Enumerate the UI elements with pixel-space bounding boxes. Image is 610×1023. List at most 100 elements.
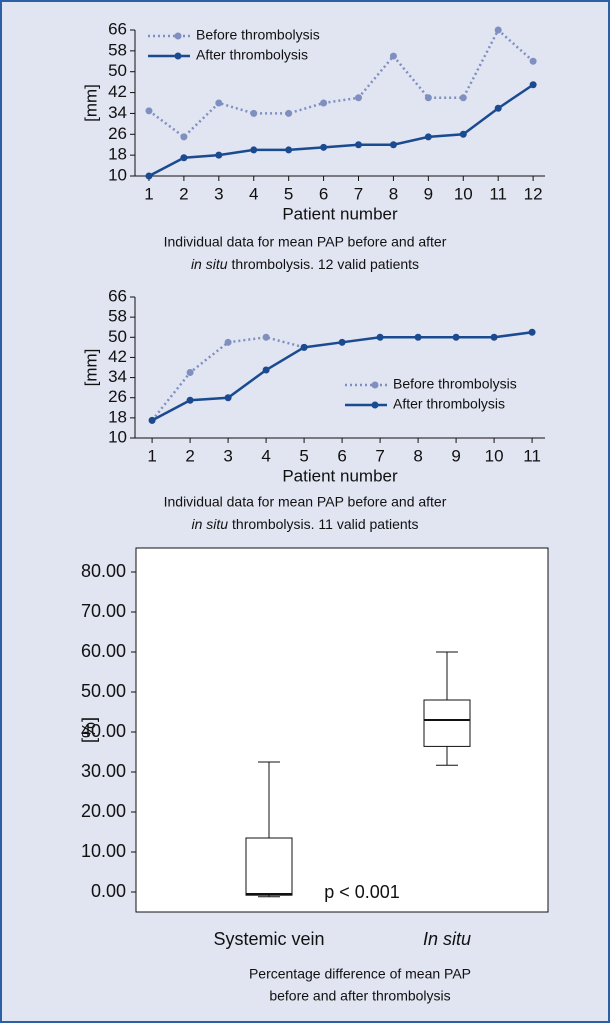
data-point	[320, 99, 328, 107]
data-point	[320, 143, 328, 151]
y-tick-label: 34	[108, 367, 127, 386]
legend-label: Before thrombolysis	[393, 376, 517, 392]
data-point	[338, 338, 346, 346]
series-line	[148, 27, 534, 139]
legend-marker	[371, 401, 379, 409]
x-tick-label: 3	[223, 446, 232, 465]
y-tick-label: 50	[108, 61, 127, 80]
y-tick-label: 20.00	[81, 801, 126, 821]
y-tick-label: 10	[108, 427, 127, 446]
data-point	[285, 109, 293, 117]
x-tick-label: 6	[319, 184, 328, 203]
data-point	[148, 416, 156, 424]
y-tick-label: 18	[108, 145, 127, 164]
data-point	[186, 396, 194, 404]
y-tick-label: 58	[108, 307, 127, 326]
y-tick-label: 58	[108, 40, 127, 59]
caption-line: in situ thrombolysis. 11 valid patients	[191, 516, 418, 532]
y-tick-label: 0.00	[91, 881, 126, 901]
data-point	[424, 94, 432, 102]
caption-italic: in situ	[191, 516, 228, 532]
y-axis-label: [%]	[79, 717, 99, 743]
y-tick-label: 10.00	[81, 841, 126, 861]
data-point	[224, 338, 232, 346]
caption-italic: in situ	[191, 256, 228, 272]
data-point	[459, 94, 467, 102]
data-point	[459, 130, 467, 138]
chart-title: Percentage difference of mean PAP	[249, 966, 471, 982]
x-axis-label: Patient number	[282, 204, 398, 223]
data-point	[529, 81, 537, 89]
x-tick-label: 2	[179, 184, 188, 203]
y-tick-label: 30.00	[81, 761, 126, 781]
x-tick-label: 5	[299, 446, 308, 465]
caption-text: thrombolysis. 12 valid patients	[232, 256, 420, 272]
series-line	[151, 336, 305, 422]
legend-label: After thrombolysis	[196, 47, 308, 63]
x-tick-label: 9	[451, 446, 460, 465]
data-point	[262, 333, 270, 341]
x-tick-label: 9	[424, 184, 433, 203]
legend-label: Before thrombolysis	[196, 27, 320, 43]
x-tick-label: 6	[337, 446, 346, 465]
y-tick-label: 50.00	[81, 681, 126, 701]
x-tick-label: 12	[524, 184, 543, 203]
box	[423, 699, 471, 747]
annotation: p < 0.001	[324, 882, 400, 902]
y-tick-label: 26	[108, 124, 127, 143]
data-point	[355, 94, 363, 102]
y-tick-label: 34	[108, 103, 127, 122]
data-point	[180, 154, 188, 162]
data-point	[355, 141, 363, 149]
y-tick-label: 10	[108, 165, 127, 184]
y-tick-label: 26	[108, 387, 127, 406]
x-tick-label: 3	[214, 184, 223, 203]
y-tick-label: 40.00	[81, 721, 126, 741]
data-point	[452, 333, 460, 341]
x-tick-label: 8	[389, 184, 398, 203]
y-tick-label: 70.00	[81, 601, 126, 621]
x-tick-label: 10	[454, 184, 473, 203]
legend-marker	[174, 52, 182, 60]
x-tick-label: Systemic vein	[213, 929, 324, 949]
x-tick-label: 5	[284, 184, 293, 203]
x-tick-label: 7	[375, 446, 384, 465]
x-tick-label: 11	[523, 446, 541, 465]
data-point	[215, 99, 223, 107]
y-axis-label: [mm]	[81, 349, 100, 387]
x-tick-label: 7	[354, 184, 363, 203]
y-tick-label: 60.00	[81, 641, 126, 661]
x-tick-label: 4	[249, 184, 258, 203]
data-point	[490, 333, 498, 341]
data-point	[414, 333, 422, 341]
data-point	[180, 133, 188, 141]
series-line	[148, 83, 534, 178]
caption-line: in situ thrombolysis. 12 valid patients	[191, 256, 419, 272]
caption-text: thrombolysis. 11 valid patients	[232, 516, 419, 532]
y-tick-label: 42	[108, 347, 127, 366]
chart-title: before and after thrombolysis	[269, 988, 450, 1004]
data-point	[250, 109, 258, 117]
y-axis-label: [mm]	[81, 84, 100, 122]
y-tick-label: 66	[108, 19, 127, 38]
x-tick-label: 1	[144, 184, 153, 203]
data-point	[424, 133, 432, 141]
x-tick-label: 1	[147, 446, 156, 465]
x-tick-label: 2	[185, 446, 194, 465]
data-point	[494, 104, 502, 112]
data-point	[529, 57, 537, 65]
x-axis-label: Patient number	[282, 466, 398, 485]
data-point	[250, 146, 258, 154]
data-point	[262, 366, 270, 374]
y-tick-label: 50	[108, 327, 127, 346]
data-point	[145, 107, 153, 115]
legend-label: After thrombolysis	[393, 396, 505, 412]
legend-marker	[174, 32, 182, 40]
legend-marker	[371, 381, 379, 389]
data-point	[186, 369, 194, 377]
data-point	[300, 343, 308, 351]
data-point	[224, 394, 232, 402]
data-point	[528, 328, 536, 336]
y-tick-label: 42	[108, 82, 127, 101]
